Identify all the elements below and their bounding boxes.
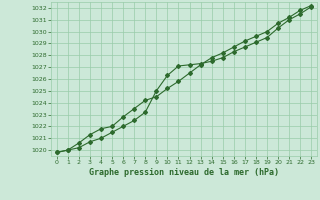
- X-axis label: Graphe pression niveau de la mer (hPa): Graphe pression niveau de la mer (hPa): [89, 168, 279, 177]
